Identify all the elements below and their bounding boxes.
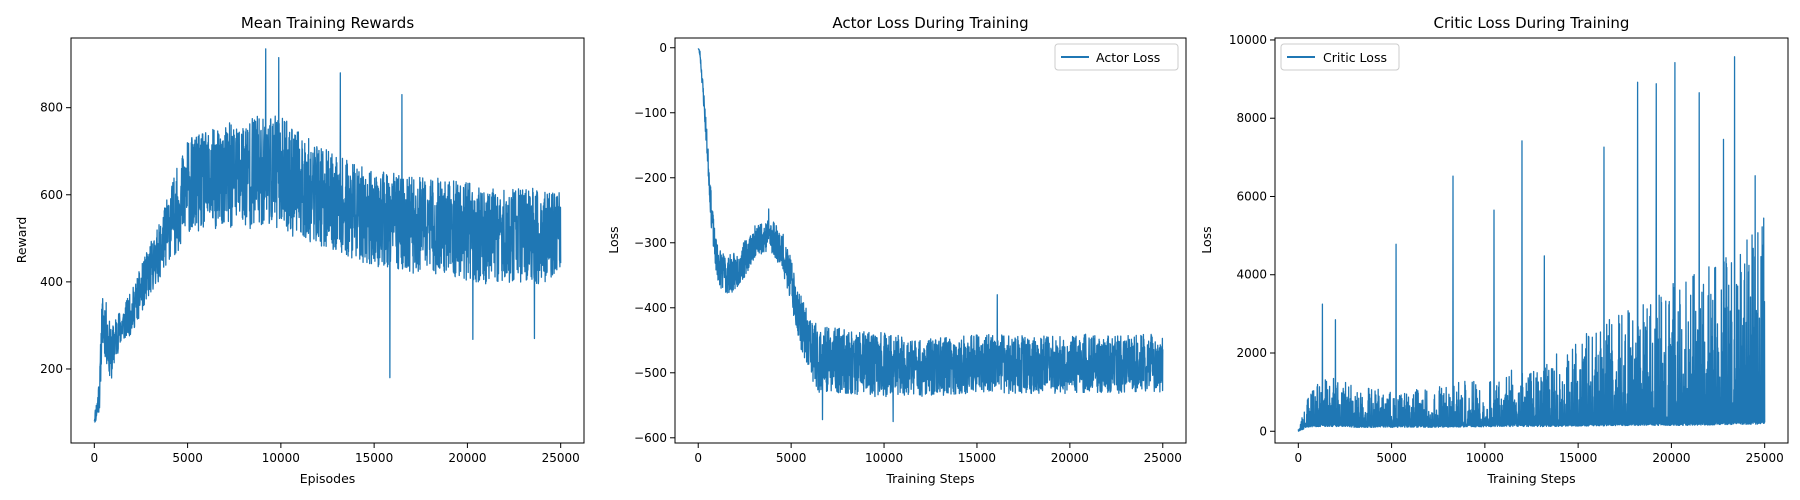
- actor-loss-y-tick-label: −300: [634, 236, 667, 250]
- actor-loss-series-line: [697, 48, 1164, 423]
- actor-loss-x-tick-label: 25000: [1144, 451, 1182, 465]
- actor-loss-y-tick-label: −400: [634, 301, 667, 315]
- critic-loss-y-tick-label: 6000: [1236, 189, 1267, 203]
- actor-loss-y-tick-label: −600: [634, 431, 667, 445]
- actor-loss-y-axis-label: Loss: [606, 226, 621, 253]
- critic-loss-title: Critic Loss During Training: [1434, 14, 1630, 32]
- rewards-y-tick-label: 400: [40, 275, 63, 289]
- actor-loss-x-tick-label: 10000: [865, 451, 903, 465]
- actor-loss-x-tick-label: 0: [694, 451, 702, 465]
- rewards-y-tick-label: 800: [40, 101, 63, 115]
- critic-loss-y-tick-label: 2000: [1236, 346, 1267, 360]
- critic-loss-y-tick-label: 4000: [1236, 268, 1267, 282]
- rewards-x-axis-label: Episodes: [300, 471, 356, 486]
- rewards-x-tick-label: 0: [90, 451, 98, 465]
- critic-loss-x-tick-label: 20000: [1652, 451, 1690, 465]
- actor-loss-legend: Actor Loss: [1054, 43, 1179, 71]
- actor-loss-x-tick-label: 20000: [1051, 451, 1089, 465]
- rewards-panel: 0 5000 10000 15000 20000 25000 200 400 600 800 M…: [14, 14, 585, 486]
- critic-loss-series-line: [1297, 56, 1766, 432]
- critic-loss-x-tick-label: 0: [1294, 451, 1302, 465]
- actor-loss-legend-label: Actor Loss: [1096, 50, 1160, 65]
- actor-loss-panel: 0 5000 10000 15000 20000 25000 0 −100 −200 −300 −…: [606, 14, 1187, 486]
- rewards-y-tick-label: 200: [40, 362, 63, 376]
- critic-loss-panel: 0 5000 10000 15000 20000 25000 0 2000 4000 6000 8…: [1199, 14, 1789, 486]
- critic-loss-y-axis-label: Loss: [1199, 226, 1214, 253]
- rewards-title: Mean Training Rewards: [241, 14, 414, 32]
- critic-loss-y-tick-label: 10000: [1229, 33, 1267, 47]
- actor-loss-title: Actor Loss During Training: [832, 14, 1028, 32]
- critic-loss-legend-label: Critic Loss: [1323, 50, 1387, 65]
- actor-loss-y-tick-label: −200: [634, 171, 667, 185]
- rewards-x-tick-label: 5000: [172, 451, 203, 465]
- critic-loss-x-tick-label: 10000: [1466, 451, 1504, 465]
- actor-loss-x-axis-label: Training Steps: [885, 471, 974, 486]
- critic-loss-y-tick-label: 0: [1259, 424, 1267, 438]
- rewards-x-tick-label: 20000: [448, 451, 486, 465]
- critic-loss-x-tick-label: 5000: [1376, 451, 1407, 465]
- critic-loss-legend: Critic Loss: [1280, 43, 1400, 71]
- critic-loss-x-axis-label: Training Steps: [1486, 471, 1575, 486]
- critic-loss-x-tick-label: 25000: [1746, 451, 1784, 465]
- critic-loss-y-tick-label: 8000: [1236, 111, 1267, 125]
- actor-loss-x-tick-label: 15000: [958, 451, 996, 465]
- actor-loss-axes-frame: [674, 37, 1187, 444]
- critic-loss-x-tick-label: 15000: [1559, 451, 1597, 465]
- rewards-y-tick-label: 600: [40, 188, 63, 202]
- actor-loss-y-tick-label: −500: [634, 366, 667, 380]
- rewards-x-tick-label: 25000: [542, 451, 580, 465]
- critic-loss-axes-frame: [1274, 37, 1789, 444]
- rewards-axes-frame: [70, 37, 585, 444]
- actor-loss-y-tick-label: −100: [634, 106, 667, 120]
- rewards-y-axis-label: Reward: [14, 217, 29, 264]
- rewards-x-tick-label: 10000: [262, 451, 300, 465]
- rewards-series-line: [93, 48, 562, 423]
- actor-loss-y-tick-label: 0: [659, 41, 667, 55]
- actor-loss-x-tick-label: 5000: [776, 451, 807, 465]
- rewards-x-tick-label: 15000: [355, 451, 393, 465]
